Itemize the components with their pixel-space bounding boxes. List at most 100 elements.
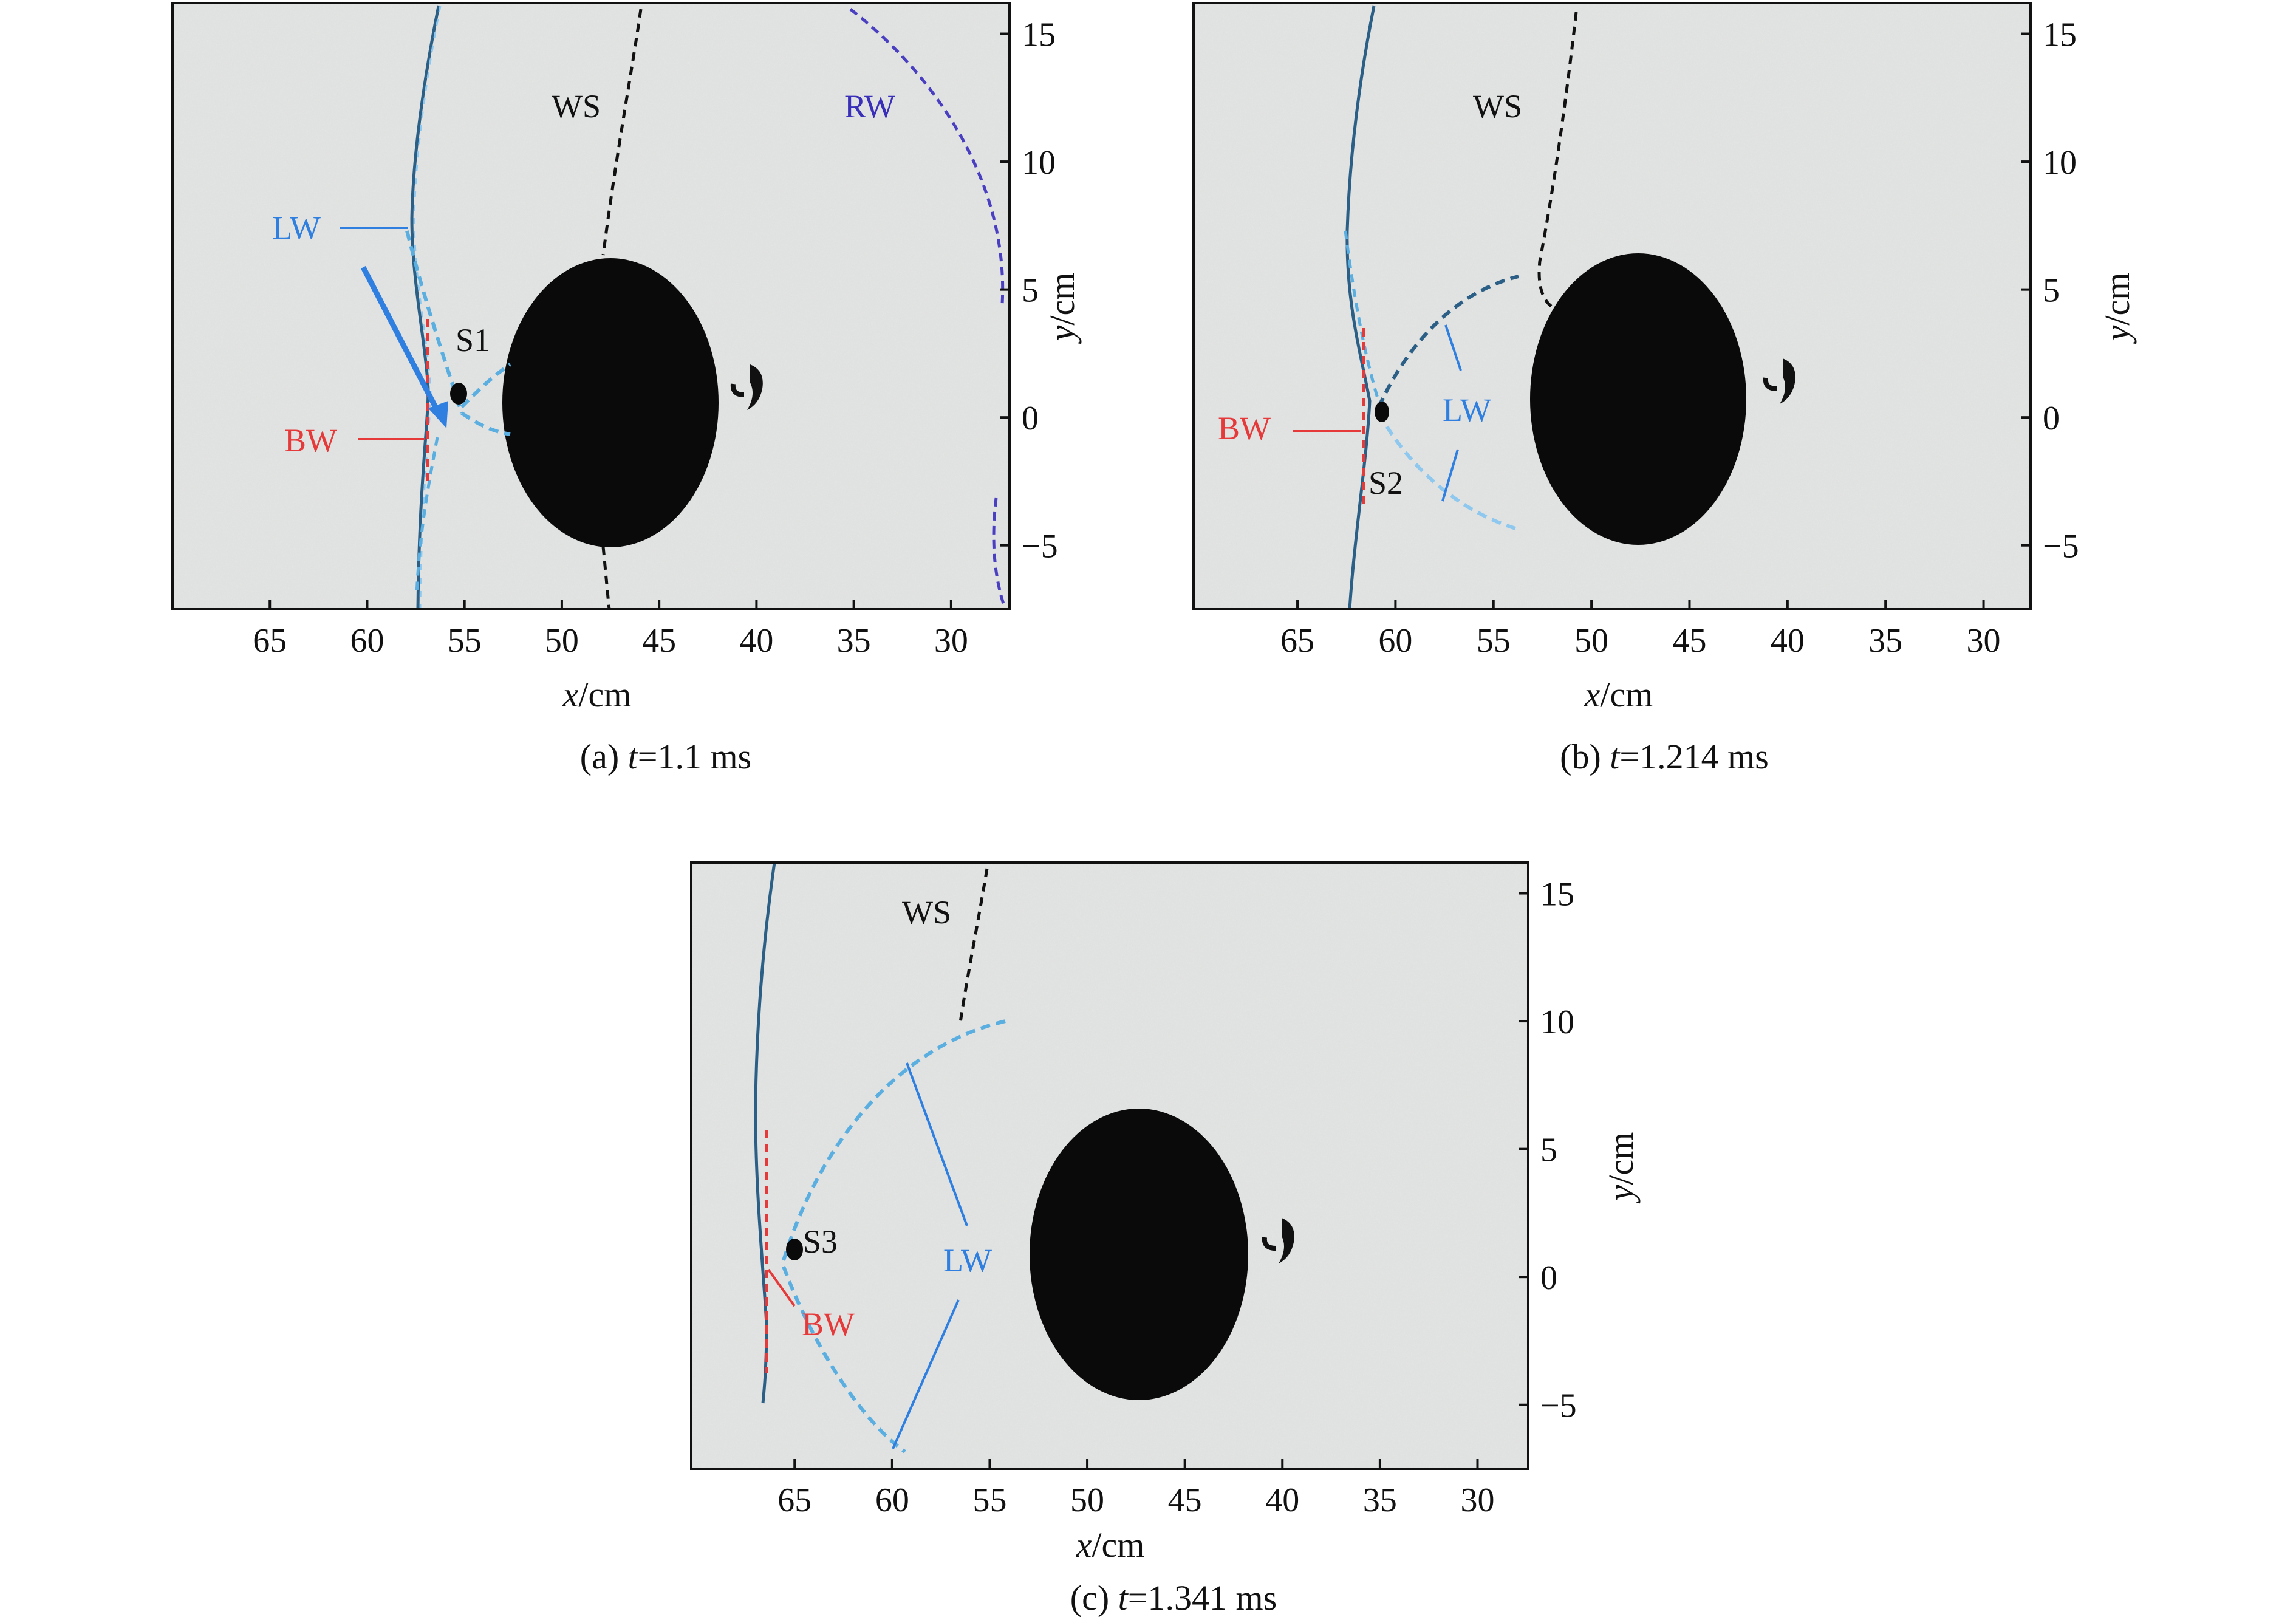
- y-tick-label: 10: [1540, 1003, 1574, 1041]
- main-shock-line: [1345, 5, 1376, 610]
- x-tick-label: 30: [1967, 622, 2001, 660]
- ws-shock-line: [1537, 12, 1578, 308]
- x-tick-label: 45: [1168, 1482, 1202, 1519]
- lw-label: LW: [943, 1242, 992, 1279]
- x-tick-label: 40: [1265, 1482, 1299, 1519]
- s3-label: S3: [803, 1223, 838, 1260]
- lw-arc-down: [415, 437, 439, 596]
- ws-shock-line: [601, 9, 643, 256]
- x-tick-label: 65: [1280, 622, 1314, 660]
- wake-artifact-2: [1262, 1237, 1276, 1251]
- x-tick-label: 60: [350, 622, 384, 660]
- lw-leader-lower: [1441, 449, 1459, 502]
- x-tick-label: 50: [1070, 1482, 1104, 1519]
- panel-b-caption: (b) t=1.214 ms: [1560, 737, 1769, 776]
- lw-leader-upper: [1444, 324, 1462, 371]
- bw-label: BW: [1218, 410, 1271, 446]
- x-tick-label: 30: [934, 622, 968, 660]
- bw-label: BW: [802, 1306, 855, 1342]
- ws-label: WS: [1473, 88, 1522, 125]
- panel-c-caption: (c) t=1.341 ms: [1070, 1578, 1277, 1617]
- x-tick-label: 65: [777, 1482, 811, 1519]
- sphere: [1030, 1109, 1248, 1400]
- bw-label: BW: [284, 422, 337, 459]
- y-tick-label: −5: [2043, 528, 2079, 566]
- x-tick-label: 55: [448, 622, 482, 660]
- y-tick-label: 15: [1022, 16, 1056, 54]
- y-tick-label: 5: [2043, 272, 2060, 310]
- x-tick-label: 45: [642, 622, 676, 660]
- lw-arc-lower: [460, 363, 511, 436]
- wake-artifact-2: [730, 383, 745, 397]
- flow-arrow-head: [428, 401, 448, 428]
- lw-label: LW: [272, 210, 321, 246]
- sphere: [502, 258, 719, 547]
- panel-a-y-axis: 15 10 5 0 −5: [1000, 16, 1058, 566]
- s2-marker: [1375, 402, 1389, 422]
- x-tick-label: 55: [972, 1482, 1006, 1519]
- bw-leader: [767, 1268, 796, 1307]
- panel-a-x-axis: 65 60 55 50 45 40 35 30: [253, 600, 968, 660]
- main-shock-line: [410, 5, 440, 610]
- wake-artifact-2: [1763, 377, 1777, 391]
- x-tick-label: 60: [875, 1482, 909, 1519]
- ws-label: WS: [902, 894, 951, 931]
- x-tick-label: 30: [1460, 1482, 1494, 1519]
- main-shock-dash: [413, 5, 442, 610]
- panel-a-caption: (a) t=1.1 ms: [580, 737, 751, 776]
- panel-c-ylabel: y/cm: [1601, 1132, 1641, 1204]
- x-tick-label: 65: [253, 622, 287, 660]
- y-tick-label: −5: [1022, 528, 1058, 566]
- wake-artifact: [747, 364, 763, 410]
- rw-wave-line: [849, 8, 1007, 610]
- wake-artifact: [1780, 358, 1795, 404]
- s1-marker: [450, 383, 467, 405]
- wake-artifact: [1279, 1218, 1294, 1263]
- lw-arc-upper: [782, 1019, 1009, 1261]
- panel-a-xlabel: x/cm: [562, 675, 632, 714]
- x-tick-label: 45: [1672, 622, 1706, 660]
- panel-a-frame: [171, 2, 1011, 610]
- s1-label: S1: [456, 322, 490, 358]
- panel-c-frame: [690, 861, 1529, 1470]
- panel-b-y-axis: 15 10 5 0 −5: [2021, 16, 2079, 566]
- sphere: [1530, 253, 1746, 545]
- lw-leader-lower: [892, 1299, 960, 1449]
- rw-label: RW: [844, 88, 895, 125]
- panel-c-x-axis: 65 60 55 50 45 40 35 30: [777, 1459, 1494, 1519]
- x-tick-label: 50: [1574, 622, 1608, 660]
- y-tick-label: 0: [1540, 1259, 1557, 1297]
- lw-arc-lower: [782, 1265, 906, 1454]
- y-tick-label: 0: [1022, 400, 1039, 437]
- panel-c-y-axis: 15 10 5 0 −5: [1519, 876, 1577, 1425]
- ws-label: WS: [552, 88, 601, 125]
- lw-arc-upper: [1377, 275, 1519, 408]
- panel-a-ylabel: y/cm: [1042, 273, 1082, 344]
- y-tick-label: 10: [1022, 144, 1056, 182]
- s2-label: S2: [1368, 465, 1403, 501]
- y-tick-label: 15: [2043, 16, 2077, 54]
- panel-b-xlabel: x/cm: [1584, 675, 1653, 714]
- lw-leader-upper: [906, 1062, 968, 1226]
- x-tick-label: 35: [1868, 622, 1902, 660]
- y-tick-label: 5: [1540, 1132, 1557, 1169]
- panel-b-frame: [1192, 2, 2032, 610]
- s3-marker: [786, 1239, 803, 1260]
- lw-arc-left: [1344, 230, 1382, 406]
- x-tick-label: 35: [837, 622, 871, 660]
- x-tick-label: 50: [545, 622, 579, 660]
- flow-arrow: [361, 265, 441, 415]
- x-tick-label: 40: [1771, 622, 1805, 660]
- x-tick-label: 35: [1363, 1482, 1397, 1519]
- y-tick-label: −5: [1540, 1387, 1577, 1425]
- y-tick-label: 15: [1540, 876, 1574, 914]
- lw-arc-upper: [405, 230, 463, 414]
- y-tick-label: 0: [2043, 400, 2060, 437]
- x-tick-label: 60: [1378, 622, 1412, 660]
- x-tick-label: 55: [1477, 622, 1511, 660]
- y-tick-label: 5: [1022, 272, 1039, 310]
- x-tick-label: 40: [739, 622, 773, 660]
- panel-b-ylabel: y/cm: [2097, 273, 2137, 344]
